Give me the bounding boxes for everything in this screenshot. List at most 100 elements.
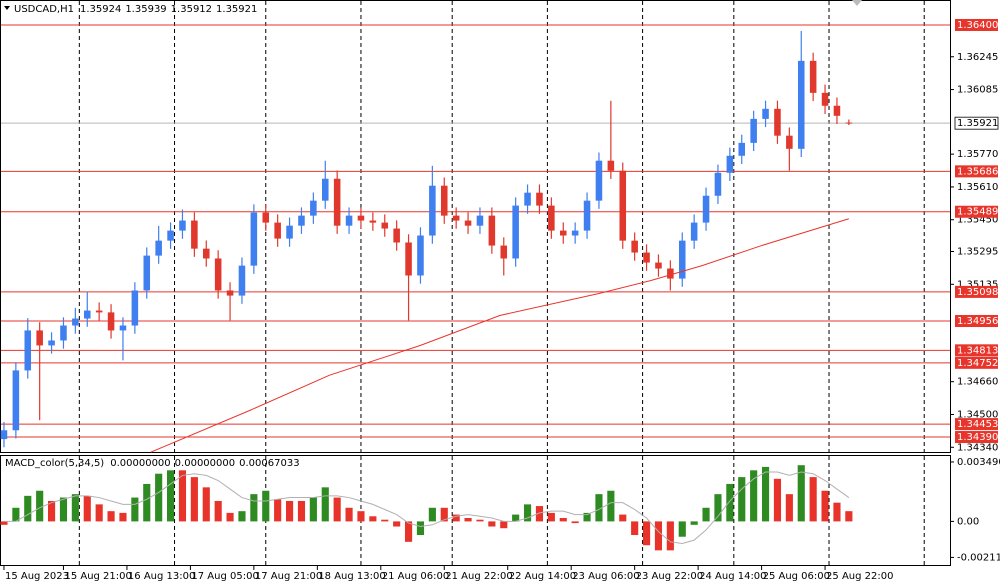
candle-body (738, 142, 746, 156)
level-label-box (955, 285, 998, 298)
candle-body (643, 252, 650, 263)
candle-body (333, 178, 341, 226)
level-label: 1.35686 (957, 166, 998, 177)
candle-body (286, 225, 293, 239)
macd-bar (512, 514, 520, 522)
macd-bar (83, 495, 91, 522)
candle-body (524, 192, 531, 206)
level-label-box (955, 344, 998, 357)
candle-body (571, 230, 579, 236)
candle-body (726, 155, 734, 173)
candle-body (381, 222, 389, 229)
macd-bar (24, 495, 32, 522)
macd-bar (381, 519, 389, 522)
menu-arrow[interactable] (4, 6, 10, 10)
candle-body (750, 118, 757, 143)
candle-body (298, 215, 305, 226)
candle-body (143, 255, 151, 291)
x-tick-label: 17 Aug 21:00 (255, 571, 322, 582)
header-value: 0.00067033 (239, 458, 299, 469)
y-tick-label: 1.34660 (957, 377, 998, 388)
macd-bar (750, 470, 758, 522)
candle-body (797, 60, 805, 149)
collapse-arrow[interactable] (852, 0, 862, 6)
macd-bar (416, 521, 425, 536)
candle-body (12, 370, 20, 431)
level-label-box (955, 205, 998, 218)
candle-body (155, 240, 162, 256)
macd-bar (297, 500, 306, 522)
macd-bar (321, 487, 329, 522)
candle-body (786, 135, 793, 149)
macd-bar (274, 499, 282, 522)
macd-bar (131, 497, 139, 522)
macd-bar (559, 517, 567, 522)
macd-bar (702, 507, 710, 522)
macd-bar (178, 470, 187, 522)
macd-bar (428, 507, 436, 522)
macd-bar (238, 511, 246, 522)
y-tick-label: 1.35135 (957, 279, 998, 290)
macd-bar (631, 521, 639, 536)
macd-bar (619, 514, 627, 522)
candle-body (762, 108, 769, 119)
candle-body (559, 230, 567, 236)
candle-body (583, 200, 591, 231)
candle-body (452, 215, 460, 221)
x-tick-label: 21 Aug 22:00 (445, 571, 512, 582)
macd-bar (714, 494, 722, 522)
macd-bar (583, 512, 591, 522)
candle-body (36, 330, 43, 346)
macd-bar (0, 521, 8, 525)
level-label: 1.34390 (957, 432, 998, 443)
moving-average (150, 218, 849, 453)
macd-bar (71, 494, 79, 522)
macd-panel (0, 455, 951, 566)
x-tick-label: 21 Aug 06:00 (382, 571, 449, 582)
candle-body (809, 60, 817, 93)
candle-body (678, 240, 686, 279)
macd-bar (523, 504, 532, 522)
current-price-box (954, 116, 999, 130)
candle-body (179, 220, 186, 231)
macd-bar (500, 521, 508, 529)
x-tick-label: 15 Aug 2023 (5, 571, 69, 582)
macd-bar (202, 487, 210, 522)
candle-body (357, 215, 365, 221)
macd-bar (226, 512, 234, 522)
macd-bar (250, 494, 258, 522)
macd-bar (143, 483, 151, 522)
candle-body (667, 268, 674, 279)
candle-body (488, 215, 496, 246)
macd-bar (666, 521, 674, 551)
level-label: 1.34813 (957, 345, 998, 356)
x-tick-label: 22 Aug 14:00 (509, 571, 576, 582)
y-tick-label: -0.002114 (957, 552, 1000, 563)
candle-body (226, 290, 234, 296)
macd-bar (357, 511, 365, 522)
x-tick-label: 23 Aug 22:00 (636, 571, 703, 582)
indicator-title: USDCAD,H1 (14, 4, 74, 15)
candle-body (274, 222, 281, 239)
candle-body (429, 185, 436, 236)
macd-bar (547, 512, 555, 522)
x-tick-label: 23 Aug 06:00 (572, 571, 639, 582)
candle-body (24, 330, 32, 371)
level-label: 1.35489 (957, 207, 998, 218)
macd-bar (404, 521, 413, 542)
macd-bar (119, 512, 127, 522)
macd-bar (285, 500, 294, 522)
main-panel (0, 0, 951, 453)
y-tick-label: 1.34340 (957, 442, 998, 453)
candle-body (72, 318, 79, 326)
macd-bar (535, 506, 544, 522)
indicator-title: MACD_color(5,34,5) (5, 458, 104, 469)
candle-body (321, 178, 329, 201)
macd-bar (821, 490, 829, 522)
candle-body (202, 248, 210, 259)
macd-bar (369, 516, 377, 522)
header-value: 1.35912 (171, 4, 212, 15)
current-price-label: 1.35921 (957, 118, 998, 129)
candle-body (440, 185, 448, 216)
